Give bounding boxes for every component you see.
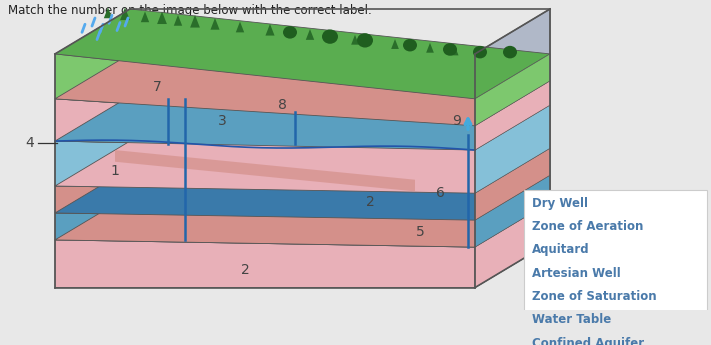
Text: 5: 5 xyxy=(416,225,424,239)
Text: Zone of Saturation: Zone of Saturation xyxy=(532,290,657,303)
Polygon shape xyxy=(55,54,475,126)
Polygon shape xyxy=(104,8,112,18)
Polygon shape xyxy=(475,202,550,287)
Text: 8: 8 xyxy=(277,98,287,112)
Polygon shape xyxy=(306,29,314,40)
Polygon shape xyxy=(475,81,550,150)
Polygon shape xyxy=(265,24,274,36)
Text: Match the number on the image below with the correct label.: Match the number on the image below with… xyxy=(8,4,372,18)
Polygon shape xyxy=(55,54,550,126)
Polygon shape xyxy=(55,141,550,193)
Bar xyxy=(524,190,707,345)
Polygon shape xyxy=(426,43,434,53)
Polygon shape xyxy=(351,35,359,45)
Text: 4: 4 xyxy=(26,136,34,150)
Polygon shape xyxy=(55,240,475,287)
Polygon shape xyxy=(55,96,550,150)
Polygon shape xyxy=(55,168,550,220)
Text: 1: 1 xyxy=(111,164,119,178)
Text: 6: 6 xyxy=(436,186,444,200)
Polygon shape xyxy=(475,105,550,193)
Circle shape xyxy=(503,46,517,58)
Polygon shape xyxy=(190,15,200,28)
Text: 2: 2 xyxy=(365,195,375,209)
Polygon shape xyxy=(141,11,149,22)
Polygon shape xyxy=(120,8,130,20)
Circle shape xyxy=(322,29,338,44)
Polygon shape xyxy=(475,9,550,287)
Polygon shape xyxy=(55,195,550,247)
Text: 7: 7 xyxy=(153,80,161,94)
Text: Artesian Well: Artesian Well xyxy=(532,267,621,280)
Text: Confined Aquifer: Confined Aquifer xyxy=(532,337,644,345)
Circle shape xyxy=(443,43,457,56)
Text: 3: 3 xyxy=(218,114,226,128)
Polygon shape xyxy=(475,148,550,220)
Text: 9: 9 xyxy=(453,114,461,128)
Polygon shape xyxy=(210,18,220,30)
Text: Aquitard: Aquitard xyxy=(532,243,589,256)
Text: Dry Well: Dry Well xyxy=(532,197,588,209)
Polygon shape xyxy=(55,186,475,220)
Circle shape xyxy=(403,39,417,51)
Polygon shape xyxy=(115,150,415,191)
Polygon shape xyxy=(173,15,182,26)
Polygon shape xyxy=(236,22,244,32)
Text: Water Table: Water Table xyxy=(532,313,611,326)
Polygon shape xyxy=(55,141,475,193)
Polygon shape xyxy=(157,11,167,24)
Polygon shape xyxy=(475,175,550,247)
Circle shape xyxy=(283,26,297,39)
Polygon shape xyxy=(451,46,459,55)
Circle shape xyxy=(473,46,487,58)
Circle shape xyxy=(357,33,373,48)
Polygon shape xyxy=(391,39,399,49)
Text: 2: 2 xyxy=(240,263,250,277)
Polygon shape xyxy=(55,99,475,150)
Polygon shape xyxy=(55,9,550,99)
Polygon shape xyxy=(475,54,550,126)
Polygon shape xyxy=(55,213,475,247)
Text: Zone of Aeration: Zone of Aeration xyxy=(532,220,643,233)
